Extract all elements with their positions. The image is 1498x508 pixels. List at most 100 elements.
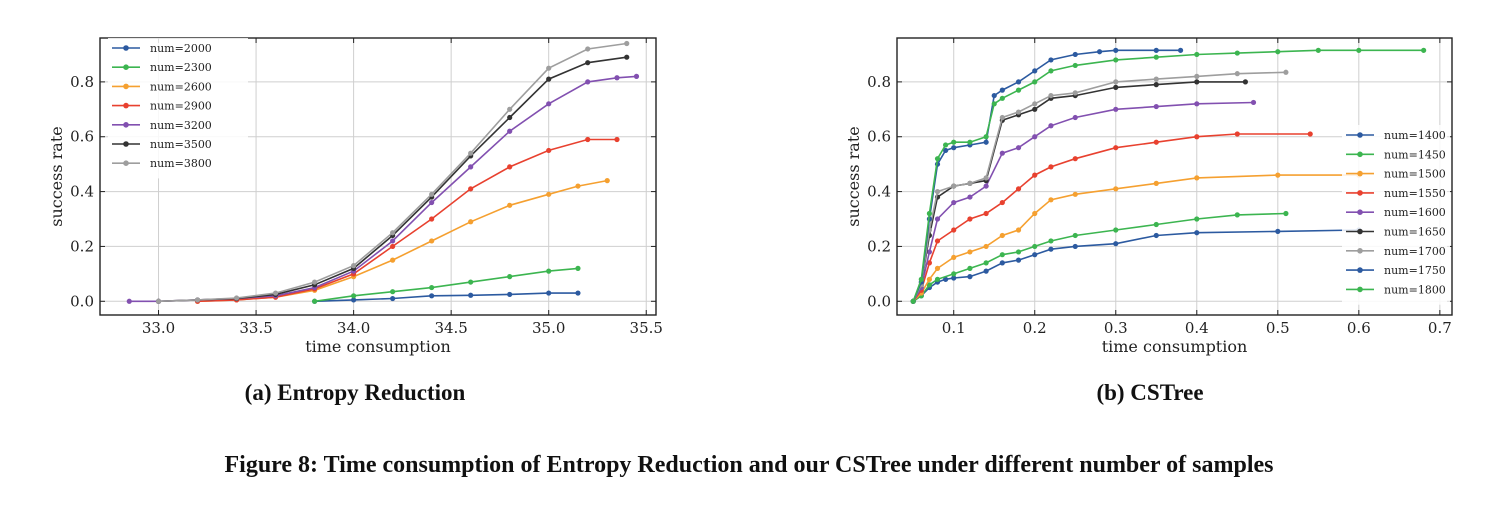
legend-swatch-marker	[1357, 209, 1363, 215]
data-point	[507, 114, 513, 121]
data-point	[1194, 79, 1200, 85]
legend-label: num=3200	[150, 119, 212, 132]
y-tick-label: 0.0	[867, 292, 891, 310]
data-point	[507, 164, 513, 170]
data-point	[624, 54, 630, 60]
y-axis-label: success rate	[47, 126, 66, 227]
data-point	[468, 150, 474, 156]
y-tick-label: 0.0	[70, 292, 94, 310]
data-point	[468, 186, 474, 192]
data-point	[967, 249, 973, 255]
y-tick-label: 0.8	[70, 73, 94, 91]
data-point	[507, 128, 513, 134]
data-point	[918, 276, 924, 282]
data-point	[1072, 191, 1078, 197]
data-point	[951, 275, 957, 281]
x-tick-label: 0.6	[1347, 319, 1371, 337]
x-axis-label: time consumption	[1102, 337, 1248, 356]
data-point	[585, 79, 591, 85]
chart-panel-0: 33.0 33.5 34.0 34.5 35.0 35.5 0.0 0.2 0.4 0.6 0.8 t…	[47, 37, 663, 356]
legend-label: num=1450	[1384, 148, 1446, 161]
legend-label: num=1600	[1384, 206, 1446, 219]
data-point	[934, 276, 941, 282]
data-point	[951, 199, 957, 206]
y-axis-label: success rate	[844, 126, 863, 227]
data-point	[999, 87, 1005, 93]
x-axis-label: time consumption	[305, 337, 451, 356]
series-num=2000	[311, 290, 581, 304]
data-point	[546, 191, 552, 197]
data-point	[351, 263, 357, 269]
data-point	[910, 298, 916, 304]
data-point	[351, 293, 357, 299]
x-tick-label: 0.4	[1185, 319, 1209, 337]
data-point	[999, 150, 1005, 156]
data-point	[1032, 79, 1038, 85]
x-tick-label: 0.2	[1023, 319, 1047, 337]
series-line	[314, 292, 578, 303]
data-point	[951, 183, 957, 189]
series-num=1500	[910, 172, 1362, 304]
series-num=1450	[910, 210, 1289, 304]
data-point	[1048, 57, 1054, 63]
data-point	[1113, 227, 1119, 233]
data-point	[546, 101, 552, 107]
plot-frame	[99, 37, 657, 316]
x-tick-label: 0.3	[1104, 319, 1128, 337]
data-point	[429, 293, 435, 299]
data-point	[999, 252, 1005, 258]
data-point	[575, 183, 581, 189]
y-tick-label: 0.2	[70, 237, 94, 255]
data-point	[1194, 216, 1200, 222]
data-point	[1015, 249, 1022, 255]
data-point	[468, 279, 474, 285]
data-point	[951, 271, 957, 277]
data-point	[951, 227, 957, 233]
data-point	[934, 265, 941, 271]
data-point	[934, 156, 941, 162]
data-point	[1032, 172, 1038, 178]
data-point	[991, 101, 997, 107]
data-point	[194, 297, 201, 303]
legend-label: num=3500	[150, 138, 212, 151]
x-tick-label: 35.0	[532, 319, 565, 337]
legend-swatch-marker	[123, 122, 129, 128]
data-point	[934, 216, 941, 222]
legend-swatch-marker	[1357, 267, 1363, 273]
data-point	[1421, 47, 1427, 53]
x-tick-label: 35.5	[630, 319, 663, 337]
series-line	[314, 267, 579, 303]
series-num=3800	[155, 40, 630, 304]
data-point	[429, 191, 435, 197]
data-point	[1194, 175, 1200, 181]
y-tick-label: 0.6	[70, 128, 94, 146]
data-point	[233, 295, 240, 301]
data-point	[926, 249, 933, 255]
legend-swatch-marker	[123, 102, 129, 109]
x-tick-label: 34.0	[337, 319, 370, 337]
data-point	[1015, 186, 1022, 192]
data-point	[1194, 134, 1200, 140]
legend-swatch-marker	[123, 64, 129, 70]
data-point	[1275, 228, 1281, 234]
data-point	[967, 139, 973, 145]
data-point	[1307, 131, 1313, 137]
x-tick-label: 34.5	[434, 319, 467, 337]
series-line	[197, 179, 608, 303]
data-point	[585, 60, 591, 66]
data-point	[1072, 156, 1078, 162]
data-point	[951, 139, 957, 145]
plot-frame	[896, 37, 1453, 316]
data-point	[1072, 232, 1078, 239]
data-point	[390, 243, 396, 250]
data-point	[983, 260, 989, 266]
data-point	[1048, 197, 1054, 203]
data-point	[934, 188, 941, 195]
series-line	[912, 49, 1424, 302]
data-point	[624, 40, 630, 47]
data-point	[926, 210, 933, 217]
data-point	[943, 142, 949, 148]
data-point	[429, 199, 435, 206]
series-num=1700	[910, 69, 1289, 304]
data-point	[1194, 51, 1200, 58]
